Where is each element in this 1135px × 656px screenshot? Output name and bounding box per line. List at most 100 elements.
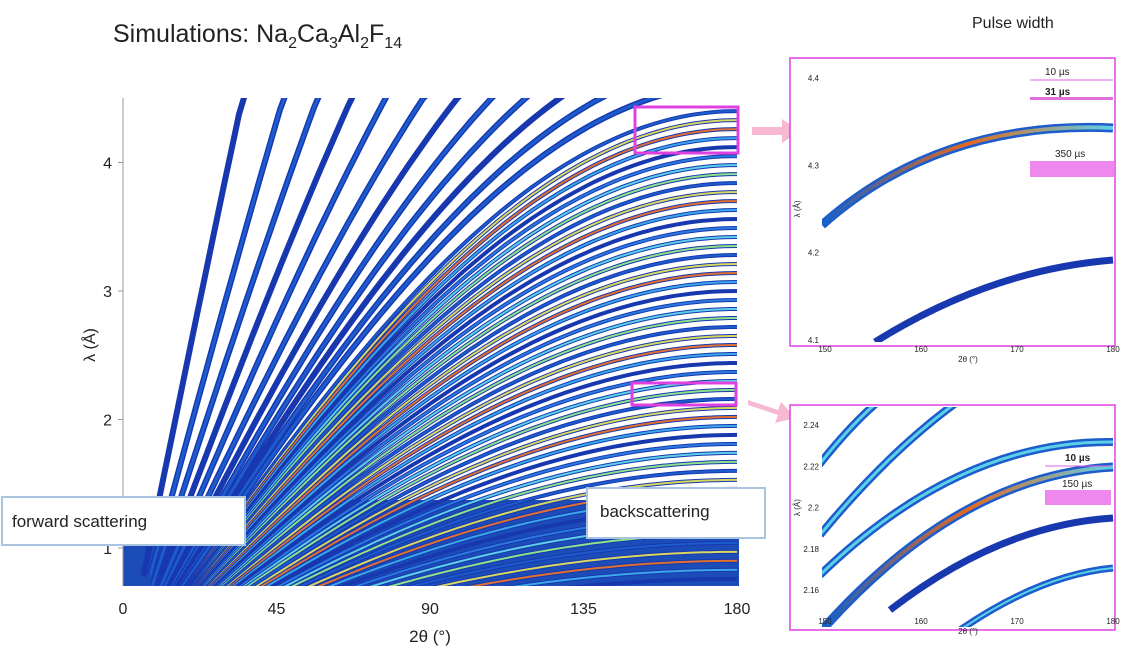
pulse-bar [1030, 161, 1114, 177]
y-tick-label: 2.24 [803, 421, 819, 430]
annotation-box [1, 496, 246, 546]
x-tick-label: 170 [1010, 345, 1024, 354]
pulse-bar [1030, 97, 1113, 100]
curve [307, 478, 737, 586]
inset-top-curves [822, 122, 1114, 342]
formula-element: Ca [297, 20, 329, 48]
curve [163, 98, 426, 586]
annotation: forward scattering [12, 512, 147, 531]
y-tick-label: 2 [103, 413, 112, 430]
curve [142, 98, 246, 577]
y-tick-label: 4 [103, 156, 112, 173]
curve [246, 388, 738, 586]
y-tick-label: 3 [103, 284, 112, 301]
curve [218, 308, 737, 586]
formula-count: 14 [384, 35, 402, 52]
y-tick-label: 2.18 [803, 545, 819, 554]
curve [176, 98, 563, 586]
curve [214, 290, 738, 586]
x-axis-label: 2θ (°) [409, 627, 451, 646]
curve [468, 559, 738, 586]
y-tick-label: 1 [103, 541, 112, 558]
y-tick-label: 4.2 [808, 249, 820, 258]
curve [155, 98, 354, 586]
curve [229, 344, 737, 586]
pulse-label: 31 µs [1045, 87, 1071, 98]
pulse-label: 350 µs [1055, 149, 1085, 160]
curve [190, 155, 738, 586]
curve [201, 227, 738, 586]
curve [576, 577, 738, 586]
y-tick-label: 4.3 [808, 161, 820, 170]
curve [221, 317, 737, 586]
x-tick-label: 180 [724, 601, 751, 618]
curve [206, 254, 738, 586]
curve [148, 98, 286, 576]
curve [204, 245, 738, 586]
curve [260, 415, 738, 586]
curve [277, 442, 738, 586]
inset-bottom-curves [822, 407, 1114, 627]
curve [150, 98, 320, 586]
curve [242, 379, 738, 586]
x-tick-label: 160 [914, 345, 928, 354]
x-tick-label: 90 [421, 601, 439, 618]
highlight-box [630, 381, 738, 407]
pulse-label: 10 µs [1065, 453, 1091, 464]
y-tick-label: 4.1 [808, 336, 820, 345]
curve [195, 191, 737, 586]
y-tick-label: 4.4 [808, 74, 820, 83]
x-tick-label: 180 [1106, 345, 1120, 354]
curve [212, 281, 738, 586]
curve [202, 236, 738, 586]
curve [184, 110, 738, 586]
curve [235, 362, 737, 586]
y-tick-label: 2.2 [808, 504, 820, 513]
pulse-label: 150 µs [1062, 479, 1092, 490]
curve [193, 182, 737, 586]
curve [192, 173, 737, 586]
formula-count: 3 [329, 35, 338, 52]
curve [199, 218, 738, 586]
curve [167, 98, 460, 586]
curve [188, 146, 738, 586]
formula-count: 2 [360, 35, 369, 52]
x-tick-label: 45 [268, 601, 286, 618]
curve [283, 451, 737, 586]
curve [435, 550, 737, 586]
curve [178, 98, 605, 586]
curve [255, 406, 738, 586]
curve [210, 272, 738, 586]
x-tick-label: 135 [570, 601, 597, 618]
curve [226, 335, 737, 586]
curve [409, 541, 737, 586]
curve [186, 128, 738, 586]
curve [271, 433, 738, 586]
curve [208, 263, 738, 586]
pulse-width-title: Pulse width [972, 15, 1054, 32]
curve [216, 299, 738, 586]
y-axis-label: λ (Å) [793, 499, 802, 516]
curve [196, 200, 737, 586]
curve [173, 98, 529, 586]
curve [265, 424, 738, 586]
formula-element: Na [256, 20, 288, 48]
y-axis-label: λ (Å) [793, 200, 802, 217]
pulse-label: 10 µs [1045, 67, 1070, 78]
x-tick-label: 0 [119, 601, 128, 618]
curve [170, 98, 494, 586]
x-tick-label: 150 [818, 617, 832, 626]
curve [223, 326, 737, 586]
y-tick-label: 2.16 [803, 586, 819, 595]
arrow [752, 119, 800, 143]
x-axis-label: 2θ (°) [958, 627, 978, 636]
inset-ticks: 4.4 4.3 4.2 4.1 150 160 170 180 λ (Å) 2θ (°) 2.24 2… [793, 74, 1120, 636]
x-tick-label: 170 [1010, 617, 1024, 626]
curve [197, 209, 738, 586]
curve [290, 460, 737, 586]
curve [181, 98, 658, 586]
annotation: backscattering [600, 502, 710, 521]
highlight-box [633, 105, 740, 155]
x-tick-label: 160 [914, 617, 928, 626]
